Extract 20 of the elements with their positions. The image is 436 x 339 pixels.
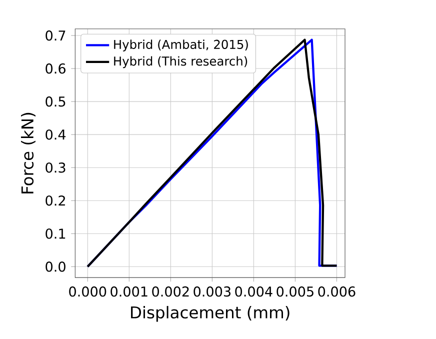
y-axis-title: Force (kN) [20,112,36,194]
x-tick-label: 0.006 [318,286,356,297]
y-tick-label: 0.3 [46,162,66,173]
x-tick-label: 0.005 [276,286,314,297]
x-tick-label: 0.000 [69,286,106,297]
x-axis-title: Displacement (mm) [131,306,290,322]
y-tick-label: 0.6 [46,63,66,74]
y-tick-label: 0.1 [46,228,66,239]
line-series [86,38,338,268]
y-tick-label: 0.5 [46,96,66,107]
y-tick-label: 0.0 [46,261,66,272]
x-tick-label: 0.004 [235,286,272,297]
y-tick-label: 0.4 [46,129,66,140]
y-tick-label: 0.7 [46,30,66,41]
x-tick-label: 0.002 [152,286,189,297]
x-tick-label: 0.003 [194,286,230,297]
x-tick-label: 0.001 [110,286,148,297]
legend-label: Hybrid (Ambati, 2015) [114,39,248,52]
y-tick-label: 0.2 [46,195,65,206]
legend-label: Hybrid (This research) [114,56,248,68]
